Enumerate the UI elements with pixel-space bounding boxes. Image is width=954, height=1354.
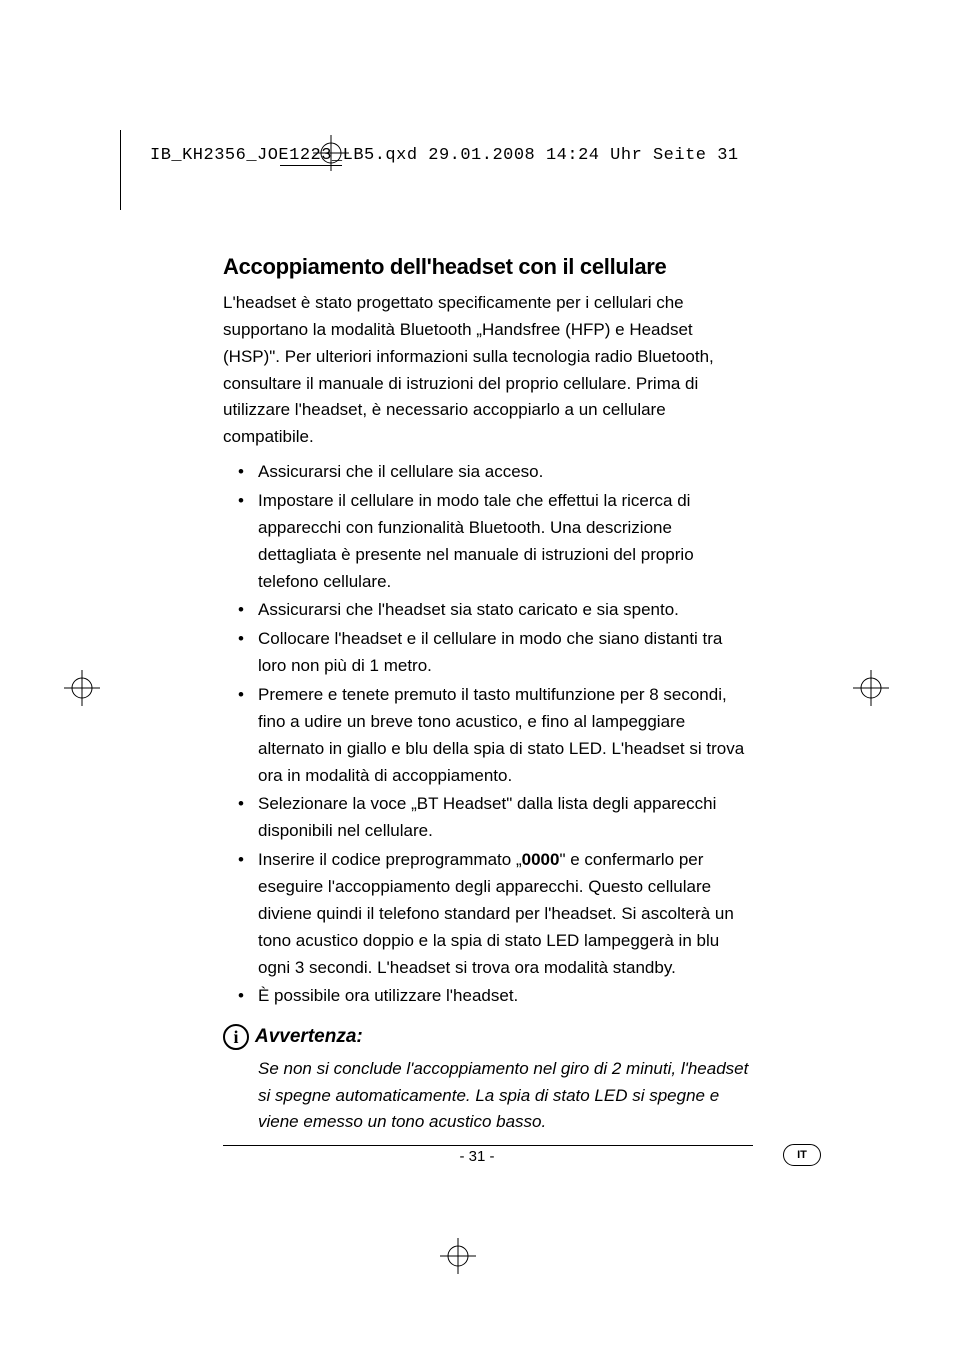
list-item: Impostare il cellulare in modo tale che … bbox=[238, 488, 753, 595]
list-item: Inserire il codice preprogrammato „0000"… bbox=[238, 847, 753, 981]
list-item: Premere e tenete premuto il tasto multif… bbox=[238, 682, 753, 789]
language-badge: IT bbox=[783, 1144, 821, 1166]
notice-text: Se non si conclude l'accoppiamento nel g… bbox=[258, 1056, 753, 1135]
list-item: È possibile ora utilizzare l'headset. bbox=[238, 983, 753, 1010]
registration-mark-top bbox=[313, 135, 349, 171]
info-icon: i bbox=[223, 1024, 249, 1050]
instruction-list: Assicurarsi che il cellulare sia acceso.… bbox=[238, 459, 753, 1010]
intro-paragraph: L'headset è stato progettato specificame… bbox=[223, 290, 753, 451]
registration-mark-left bbox=[64, 670, 100, 706]
list-item: Assicurarsi che l'headset sia stato cari… bbox=[238, 597, 753, 624]
page-content: Accoppiamento dell'headset con il cellul… bbox=[223, 254, 753, 1146]
preflight-header: IB_KH2356_JOE1223_LB5.qxd 29.01.2008 14:… bbox=[150, 146, 739, 165]
bullet7-pre: Inserire il codice preprogrammato „ bbox=[258, 850, 522, 869]
crop-mark-left bbox=[120, 130, 121, 210]
registration-mark-right bbox=[853, 670, 889, 706]
section-heading: Accoppiamento dell'headset con il cellul… bbox=[223, 254, 753, 280]
registration-mark-bottom bbox=[440, 1238, 476, 1274]
horizontal-rule bbox=[223, 1145, 753, 1146]
list-item: Selezionare la voce „BT Headset" dalla l… bbox=[238, 791, 753, 845]
notice-label: Avvertenza: bbox=[255, 1026, 363, 1048]
list-item: Collocare l'headset e il cellulare in mo… bbox=[238, 626, 753, 680]
list-item: Assicurarsi che il cellulare sia acceso. bbox=[238, 459, 753, 486]
pairing-code: 0000 bbox=[522, 850, 560, 869]
notice-heading-row: i Avvertenza: bbox=[223, 1024, 753, 1050]
